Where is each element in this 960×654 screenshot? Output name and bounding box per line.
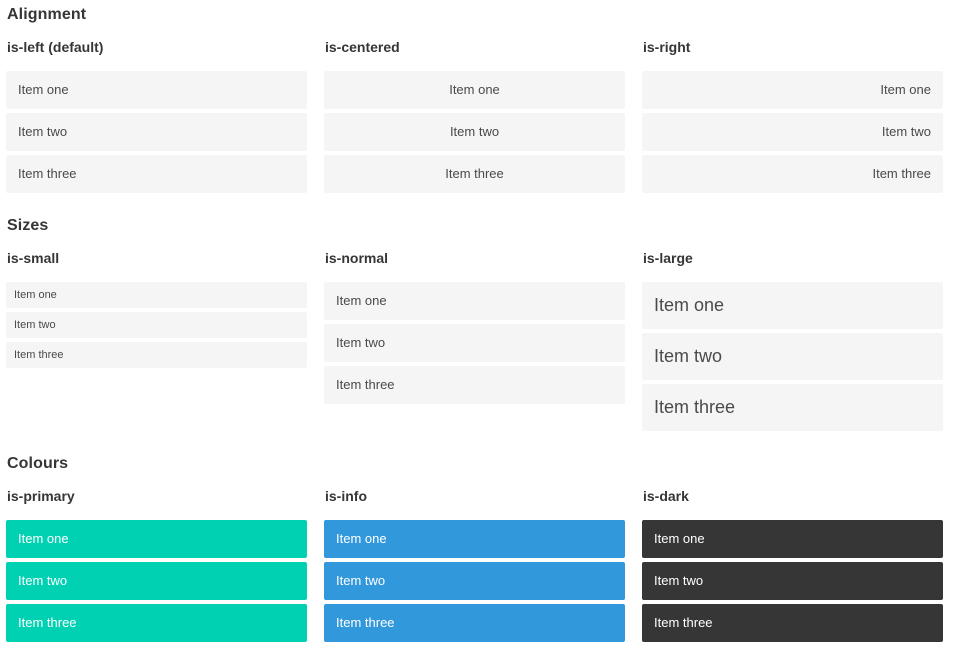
column-is-normal: is-normal Item one Item two Item three — [324, 251, 625, 431]
item-list-primary: Item one Item two Item three — [6, 520, 307, 642]
column-is-primary: is-primary Item one Item two Item three — [6, 489, 307, 642]
list-item[interactable]: Item three — [6, 155, 307, 193]
list-item[interactable]: Item two — [324, 113, 625, 151]
list-item[interactable]: Item one — [642, 71, 943, 109]
list-item[interactable]: Item two — [642, 113, 943, 151]
column-label: is-small — [7, 250, 60, 266]
column-label: is-centered — [325, 39, 400, 55]
column-label: is-left (default) — [7, 39, 104, 55]
list-item[interactable]: Item two — [642, 562, 943, 600]
section-title: Colours — [7, 455, 69, 472]
section-colours: Colours is-primary Item one Item two Ite… — [6, 454, 943, 642]
column-label: is-primary — [7, 488, 75, 504]
list-item[interactable]: Item three — [6, 342, 307, 368]
list-item[interactable]: Item one — [324, 520, 625, 558]
item-list-centered: Item one Item two Item three — [324, 71, 625, 193]
column-label: is-dark — [643, 488, 689, 504]
list-item[interactable]: Item one — [324, 71, 625, 109]
list-item[interactable]: Item three — [642, 384, 943, 431]
section-alignment: Alignment is-left (default) Item one Ite… — [6, 5, 943, 193]
column-is-centered: is-centered Item one Item two Item three — [324, 40, 625, 193]
section-title: Sizes — [7, 217, 49, 234]
list-item[interactable]: Item three — [324, 366, 625, 404]
list-item[interactable]: Item two — [6, 113, 307, 151]
column-label: is-normal — [325, 250, 389, 266]
component-demo-page: Alignment is-left (default) Item one Ite… — [6, 5, 943, 642]
list-item[interactable]: Item two — [642, 333, 943, 380]
item-list-dark: Item one Item two Item three — [642, 520, 943, 642]
list-item[interactable]: Item three — [6, 604, 307, 642]
section-sizes: Sizes is-small Item one Item two Item th… — [6, 216, 943, 431]
colours-columns: is-primary Item one Item two Item three … — [6, 489, 943, 642]
column-label: is-right — [643, 39, 691, 55]
item-list-large: Item one Item two Item three — [642, 282, 943, 431]
column-is-small: is-small Item one Item two Item three — [6, 251, 307, 431]
sizes-columns: is-small Item one Item two Item three is… — [6, 251, 943, 431]
list-item[interactable]: Item one — [6, 71, 307, 109]
list-item[interactable]: Item one — [6, 520, 307, 558]
item-list-normal: Item one Item two Item three — [324, 282, 625, 404]
column-label: is-info — [325, 488, 367, 504]
item-list-small: Item one Item two Item three — [6, 282, 307, 368]
list-item[interactable]: Item two — [6, 562, 307, 600]
item-list-left: Item one Item two Item three — [6, 71, 307, 193]
list-item[interactable]: Item two — [324, 562, 625, 600]
list-item[interactable]: Item one — [642, 282, 943, 329]
column-is-info: is-info Item one Item two Item three — [324, 489, 625, 642]
column-is-dark: is-dark Item one Item two Item three — [642, 489, 943, 642]
list-item[interactable]: Item three — [642, 155, 943, 193]
list-item[interactable]: Item three — [642, 604, 943, 642]
column-is-right: is-right Item one Item two Item three — [642, 40, 943, 193]
item-list-info: Item one Item two Item three — [324, 520, 625, 642]
list-item[interactable]: Item three — [324, 155, 625, 193]
column-label: is-large — [643, 250, 693, 266]
list-item[interactable]: Item two — [6, 312, 307, 338]
alignment-columns: is-left (default) Item one Item two Item… — [6, 40, 943, 193]
list-item[interactable]: Item three — [324, 604, 625, 642]
column-is-large: is-large Item one Item two Item three — [642, 251, 943, 431]
list-item[interactable]: Item one — [324, 282, 625, 320]
column-is-left: is-left (default) Item one Item two Item… — [6, 40, 307, 193]
list-item[interactable]: Item one — [642, 520, 943, 558]
item-list-right: Item one Item two Item three — [642, 71, 943, 193]
list-item[interactable]: Item one — [6, 282, 307, 308]
section-title: Alignment — [7, 6, 87, 23]
list-item[interactable]: Item two — [324, 324, 625, 362]
